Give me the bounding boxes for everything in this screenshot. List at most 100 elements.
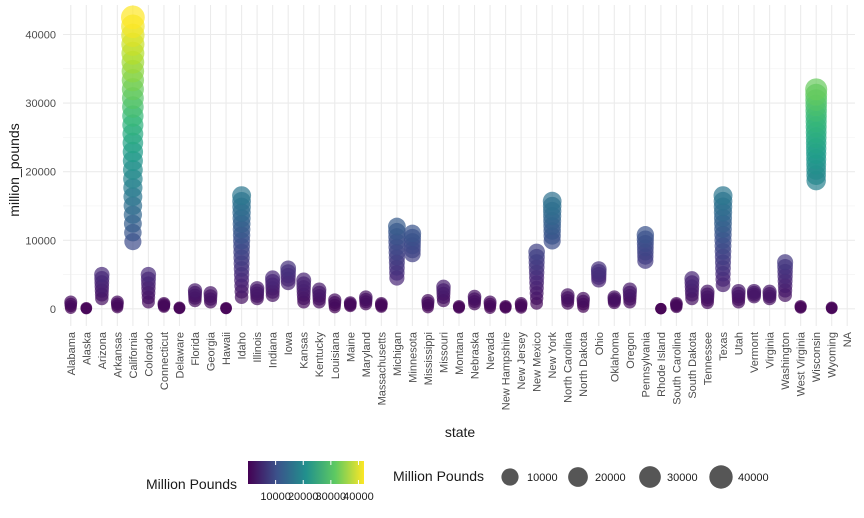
x-axis: Alabama Alaska Arizona Arkansas California Co… [66, 331, 854, 410]
x-tick-label: Washington [780, 332, 792, 390]
x-tick-label: North Dakota [578, 331, 590, 397]
x-tick-label: Mississippi [423, 332, 435, 385]
x-tick-label: Michigan [392, 332, 404, 376]
x-tick-label: North Carolina [563, 331, 575, 403]
data-point [94, 266, 110, 283]
x-tick-label: Colorado [143, 332, 155, 377]
x-tick-label: Oklahoma [609, 331, 621, 382]
x-tick-label: Alabama [66, 331, 78, 375]
size-legend-key [568, 467, 588, 487]
x-tick-label: Indiana [268, 331, 280, 368]
y-axis: 0 10000 20000 30000 40000 [25, 29, 56, 315]
data-point [80, 301, 93, 314]
x-tick-label: Iowa [283, 331, 295, 355]
data-point [590, 261, 607, 277]
x-tick-label: Alaska [81, 331, 93, 365]
size-legend-label: 30000 [667, 472, 698, 484]
x-tick-label: Vermont [749, 332, 761, 373]
data-point [684, 271, 700, 287]
data-point [220, 301, 232, 314]
data-point [436, 279, 451, 295]
data-point [607, 290, 622, 304]
size-legend-title: Million Pounds [393, 468, 484, 484]
data-point [670, 296, 683, 310]
size-legend-label: 10000 [527, 472, 558, 484]
x-tick-label: Nebraska [470, 331, 482, 379]
data-point [576, 291, 590, 306]
colorbar-label: 10000 [260, 491, 291, 503]
x-tick-label: Rhode Island [656, 332, 668, 397]
data-point [140, 266, 157, 283]
x-tick-label: Ohio [594, 332, 606, 355]
size-legend-label: 20000 [595, 472, 626, 484]
y-tick-label: 40000 [25, 29, 56, 41]
x-tick-label: Arizona [97, 331, 109, 369]
data-point [280, 260, 297, 277]
data-point [700, 284, 715, 299]
data-point [636, 226, 655, 244]
x-tick-label: Maine [345, 332, 357, 362]
x-tick-label: Kansas [299, 332, 311, 369]
data-point [805, 78, 828, 101]
data-point [296, 272, 312, 288]
data-point [157, 296, 171, 310]
x-tick-label: New Jersey [516, 332, 528, 390]
data-point [374, 296, 388, 310]
y-axis-title: million_pounds [6, 123, 22, 216]
y-tick-label: 10000 [25, 235, 56, 247]
data-point [499, 299, 512, 313]
data-points [64, 5, 838, 315]
x-tick-label: South Dakota [687, 331, 699, 399]
data-point [328, 293, 342, 307]
x-tick-label: Connecticut [159, 332, 171, 390]
data-point [312, 282, 327, 297]
y-tick-label: 0 [50, 304, 56, 316]
size-legend-label: 40000 [738, 472, 769, 484]
x-tick-label: Kentucky [314, 332, 326, 378]
data-point [483, 295, 497, 309]
data-point [825, 301, 838, 314]
x-tick-label: Oregon [625, 332, 637, 369]
x-tick-label: California [128, 331, 140, 378]
x-tick-label: Montana [454, 331, 466, 375]
data-point [794, 299, 807, 313]
data-point [265, 270, 281, 286]
x-tick-label: Utah [734, 332, 746, 355]
y-tick-label: 30000 [25, 98, 56, 110]
data-point [110, 295, 124, 309]
x-tick-label: Maryland [361, 332, 373, 377]
data-point [762, 284, 777, 299]
data-point [359, 290, 373, 304]
data-point [387, 217, 406, 236]
x-tick-label: Delaware [174, 332, 186, 378]
x-tick-label: Virginia [765, 331, 777, 368]
size-legend-key [709, 465, 733, 489]
x-tick-label: NA [842, 331, 854, 347]
x-tick-label: Idaho [237, 332, 249, 360]
colorbar-label: 40000 [343, 491, 374, 503]
data-point [746, 283, 762, 299]
x-tick-label: Missouri [438, 332, 450, 373]
data-point [403, 224, 422, 243]
x-tick-label: New Mexico [532, 332, 544, 392]
data-point [528, 243, 545, 261]
size-legend-key [501, 468, 519, 486]
x-tick-label: New Hampshire [501, 332, 513, 410]
x-tick-label: Minnesota [407, 331, 419, 383]
x-tick-label: Texas [718, 332, 730, 361]
data-point [542, 191, 562, 211]
data-point [514, 296, 528, 310]
x-tick-label: Massachusetts [376, 332, 388, 406]
size-legend-keys: 10000 20000 30000 40000 [501, 465, 769, 489]
x-tick-label: New York [547, 332, 559, 379]
x-tick-label: Georgia [206, 331, 218, 371]
x-axis-title: state [445, 424, 476, 440]
data-point [560, 288, 575, 303]
data-point [452, 299, 466, 313]
x-tick-label: Louisiana [330, 331, 342, 379]
grid-lines [63, 5, 855, 326]
data-point [713, 186, 733, 206]
